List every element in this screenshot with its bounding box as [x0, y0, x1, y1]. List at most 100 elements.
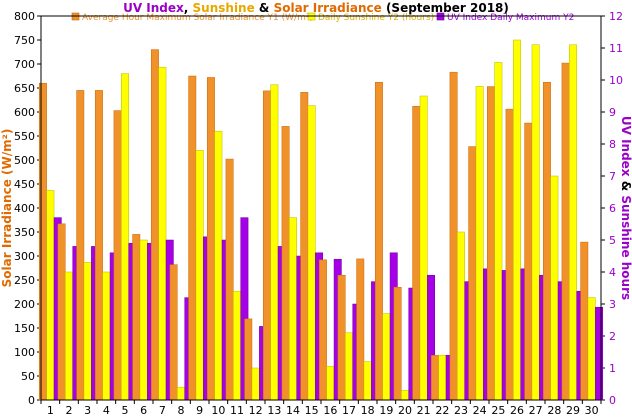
bar-uv-30 — [595, 306, 604, 401]
bar-sunshine-21 — [419, 95, 428, 401]
y1-axis-label: Solar Irradiance (W/m²) — [0, 129, 14, 288]
bar-sunshine-19 — [382, 313, 391, 401]
bar-sunshine-11 — [233, 290, 241, 401]
y1-tick-label: 50 — [21, 370, 35, 383]
title-part-0: UV Index — [123, 1, 184, 15]
y1-tick-label: 150 — [14, 322, 35, 335]
bar-irradiance-15 — [300, 92, 309, 401]
x-tick-label: 22 — [435, 404, 449, 417]
x-tick-label: 29 — [566, 404, 580, 417]
x-tick-label: 14 — [286, 404, 300, 417]
y1-tick-label: 750 — [14, 34, 35, 47]
bars — [38, 39, 604, 401]
y1-tick-label: 800 — [14, 10, 35, 23]
x-tick-label: 25 — [491, 404, 505, 417]
y2-tick-label: 2 — [609, 330, 616, 343]
x-tick-label: 21 — [417, 404, 431, 417]
x-tick-label: 20 — [398, 404, 412, 417]
y1-tick-label: 350 — [14, 226, 35, 239]
bar-sunshine-29 — [569, 44, 577, 401]
x-tick-label: 27 — [529, 404, 543, 417]
bar-irradiance-7 — [150, 49, 159, 401]
y1-tick-label: 100 — [14, 346, 35, 359]
y1-tick-label: 250 — [14, 274, 35, 287]
x-tick-label: 26 — [510, 404, 524, 417]
day-group-11 — [225, 158, 249, 401]
title-part-4: Solar Irradiance — [274, 1, 382, 15]
y2-tick-label: 8 — [609, 138, 616, 151]
x-tick-label: 5 — [122, 404, 129, 417]
y1-axis: 0 50 100 150 200 250 300 350 400 450 500 550 600 650 7… — [0, 10, 41, 407]
x-tick-label: 23 — [454, 404, 468, 417]
y1-tick-label: 0 — [28, 394, 35, 407]
x-tick-label: 6 — [140, 404, 147, 417]
y1-tick-label: 500 — [14, 154, 35, 167]
bar-irradiance-11 — [225, 158, 234, 401]
bar-sunshine-15 — [307, 105, 316, 401]
y1-tick-label: 650 — [14, 82, 35, 95]
bar-irradiance-23 — [449, 71, 458, 401]
bar-sunshine-26 — [513, 39, 521, 401]
y2-label-part-1: & — [619, 177, 632, 196]
day-group-30 — [580, 241, 604, 401]
bar-irradiance-18 — [356, 258, 365, 401]
legend-label-2: UV Index Daily Maximum Y2 — [447, 13, 574, 23]
y1-tick-label: 700 — [14, 58, 35, 71]
bar-sunshine-9 — [195, 150, 204, 401]
x-tick-label: 19 — [379, 404, 393, 417]
bar-irradiance-22 — [430, 355, 439, 401]
y1-tick-label: 300 — [14, 250, 35, 263]
legend-label-1: Daily Sunshine Y2 (hours) — [318, 13, 434, 23]
bar-sunshine-30 — [587, 297, 596, 401]
y2-tick-label: 10 — [609, 74, 623, 87]
title-part-3: & — [255, 1, 274, 15]
bar-irradiance-29 — [561, 62, 570, 401]
y1-tick-label: 450 — [14, 178, 35, 191]
bar-sunshine-7 — [158, 66, 167, 401]
y2-tick-label: 3 — [609, 298, 616, 311]
y2-axis-label: UV Index & Sunshine hours — [619, 116, 632, 300]
y2-tick-label: 5 — [609, 234, 616, 247]
bar-sunshine-25 — [494, 62, 503, 401]
x-tick-label: 2 — [66, 404, 73, 417]
bar-sunshine-23 — [457, 231, 465, 401]
y2-tick-label: 0 — [609, 394, 616, 407]
x-tick-label: 12 — [249, 404, 263, 417]
bar-sunshine-13 — [270, 84, 279, 401]
bar-irradiance-5 — [113, 110, 122, 401]
bar-sunshine-27 — [531, 44, 540, 401]
y1-tick-label: 200 — [14, 298, 35, 311]
bar-sunshine-22 — [438, 354, 447, 401]
bar-sunshine-17 — [345, 332, 353, 401]
bar-irradiance-1 — [38, 82, 47, 401]
chart-title-text: UV Index, Sunshine & Solar Irradiance (S… — [123, 1, 509, 15]
bar-sunshine-24 — [475, 86, 484, 401]
bar-irradiance-2 — [57, 223, 66, 401]
bar-irradiance-25 — [486, 86, 495, 401]
bar-sunshine-12 — [251, 367, 260, 401]
title-part-2: Sunshine — [193, 1, 255, 15]
bar-irradiance-16 — [318, 259, 327, 401]
x-tick-label: 9 — [196, 404, 203, 417]
x-tick-label: 17 — [342, 404, 356, 417]
bar-sunshine-6 — [139, 239, 148, 401]
bar-irradiance-10 — [206, 77, 215, 401]
bar-sunshine-1 — [46, 190, 55, 401]
bar-irradiance-12 — [244, 318, 253, 401]
bar-sunshine-10 — [214, 130, 223, 401]
title-part-1: , — [184, 1, 193, 15]
bar-irradiance-17 — [337, 274, 346, 401]
day-group-21 — [412, 95, 436, 401]
bar-irradiance-30 — [580, 241, 589, 401]
bar-sunshine-28 — [550, 175, 559, 401]
bar-irradiance-24 — [468, 146, 477, 401]
y2-tick-label: 12 — [609, 10, 623, 23]
y2-tick-label: 11 — [609, 42, 623, 55]
y1-tick-label: 400 — [14, 202, 35, 215]
bar-irradiance-20 — [393, 286, 402, 401]
bar-sunshine-4 — [102, 271, 111, 401]
bar-irradiance-21 — [412, 105, 421, 401]
